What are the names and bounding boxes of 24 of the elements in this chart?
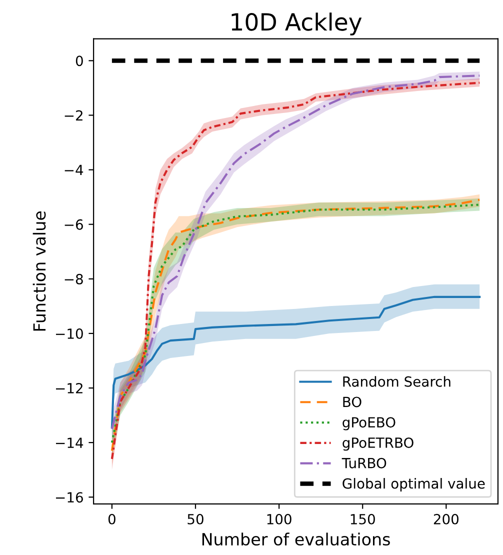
y-axis-title: Function value (32, 211, 46, 331)
legend-label: gPoEBO (342, 417, 396, 430)
legend-label: BO (343, 396, 362, 408)
y-tick-label: −12 (56, 382, 82, 394)
y-tick-label: −10 (56, 328, 83, 339)
x-tick-label: 0 (108, 514, 116, 524)
chart-title: 10D Ackley (232, 12, 362, 36)
x-tick-label: 50 (188, 514, 204, 524)
x-tick-label: 200 (434, 514, 458, 524)
y-tick-label: −14 (56, 438, 84, 448)
legend-label: Random Search (343, 376, 450, 387)
y-tick-label: −16 (56, 492, 83, 503)
legend-label: gPoETRBO (342, 437, 414, 451)
x-tick-label: 150 (350, 514, 375, 524)
legend-label: TuRBO (342, 458, 386, 468)
y-tick-label: −4 (64, 164, 84, 176)
legend-label: Global optimal value (342, 478, 485, 492)
line-series (110, 296, 481, 429)
x-tick-label: 100 (267, 514, 292, 524)
y-tick-label: −2 (64, 110, 82, 121)
y-tick-label: 0 (76, 56, 83, 66)
y-tick-label: −8 (64, 274, 83, 284)
x-axis-title: Number of evaluations (202, 532, 390, 546)
y-tick-label: −6 (64, 219, 83, 230)
